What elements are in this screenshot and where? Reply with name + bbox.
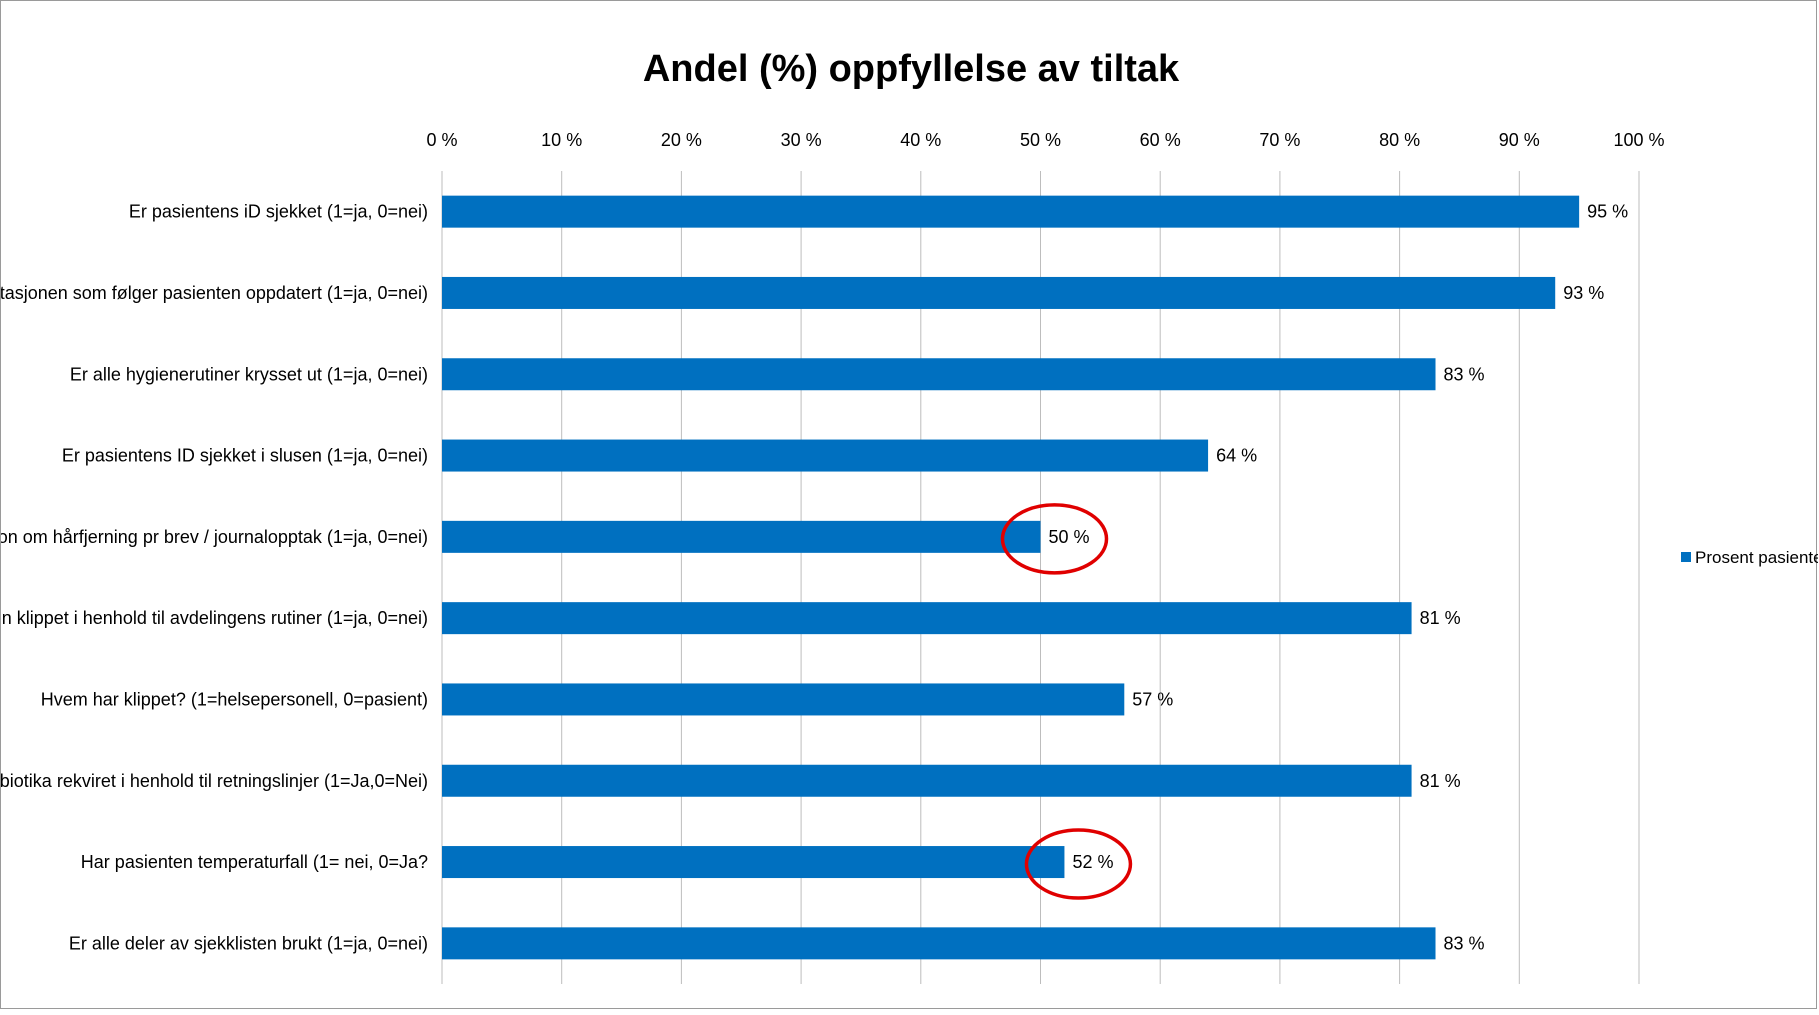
- bars: [442, 195, 1580, 960]
- highlight-circle: [1000, 503, 1109, 575]
- data-label: 50 %: [1049, 527, 1090, 547]
- data-label: 95 %: [1587, 202, 1628, 222]
- data-label: 81 %: [1420, 608, 1461, 628]
- x-axis-ticks: 0 % 10 % 20 % 30 % 40 % 50 % 60 % 70 % 80 % 90 % 1…: [426, 130, 1664, 150]
- bar: [442, 276, 1556, 309]
- x-tick-label: 100 %: [1613, 130, 1664, 150]
- bar: [442, 927, 1436, 960]
- bar: [442, 764, 1412, 797]
- bar: [442, 602, 1412, 635]
- bar: [442, 683, 1125, 716]
- data-label: 93 %: [1563, 283, 1604, 303]
- data-label: 64 %: [1216, 446, 1257, 466]
- category-labels: Er pasientens iD sjekket (1=ja, 0=nei) Er…: [0, 202, 428, 954]
- category-label: Er dokumentasjonen som følger pasienten …: [1, 283, 428, 303]
- bar: [442, 846, 1065, 879]
- bar: [442, 520, 1041, 553]
- category-label: Er pasienten klippet i henhold til avdel…: [1, 608, 428, 628]
- category-label: Er pasientens ID sjekket i slusen (1=ja,…: [62, 446, 428, 466]
- category-label: Er alle deler av sjekklisten brukt (1=ja…: [69, 933, 428, 953]
- data-label: 52 %: [1072, 852, 1113, 872]
- category-label: Er antibiotika rekviret i henhold til re…: [1, 771, 428, 791]
- data-label: 83 %: [1444, 364, 1485, 384]
- x-tick-label: 0 %: [426, 130, 457, 150]
- x-tick-label: 40 %: [900, 130, 941, 150]
- x-tick-label: 20 %: [661, 130, 702, 150]
- x-tick-label: 60 %: [1140, 130, 1181, 150]
- category-label: Er alle hygienerutiner krysset ut (1=ja,…: [70, 364, 428, 384]
- category-label: Informasjon om hårfjerning pr brev / jou…: [1, 527, 428, 547]
- bar: [442, 358, 1436, 391]
- x-tick-label: 30 %: [781, 130, 822, 150]
- category-label: Har pasienten temperaturfall (1= nei, 0=…: [81, 852, 428, 872]
- x-tick-label: 80 %: [1379, 130, 1420, 150]
- category-label: Er pasientens iD sjekket (1=ja, 0=nei): [129, 202, 428, 222]
- x-tick-label: 10 %: [541, 130, 582, 150]
- x-tick-label: 50 %: [1020, 130, 1061, 150]
- legend-label: Prosent pasienter: [1695, 548, 1818, 567]
- legend: Prosent pasienter: [1681, 548, 1819, 567]
- data-label: 83 %: [1444, 933, 1485, 953]
- data-labels: 95 % 93 % 83 % 64 % 50 % 81 % 57 % 81 % 52 % 83 %: [1049, 202, 1629, 954]
- highlight-circles: [1000, 503, 1133, 900]
- bar: [442, 195, 1580, 228]
- highlight-circle: [1024, 828, 1133, 900]
- legend-swatch: [1681, 552, 1691, 562]
- x-tick-label: 70 %: [1259, 130, 1300, 150]
- chart-title: Andel (%) oppfyllelse av tiltak: [643, 48, 1180, 90]
- data-label: 81 %: [1420, 771, 1461, 791]
- x-tick-label: 90 %: [1499, 130, 1540, 150]
- category-label: Hvem har klippet? (1=helsepersonell, 0=p…: [41, 689, 428, 709]
- data-label: 57 %: [1132, 689, 1173, 709]
- bar: [442, 439, 1209, 472]
